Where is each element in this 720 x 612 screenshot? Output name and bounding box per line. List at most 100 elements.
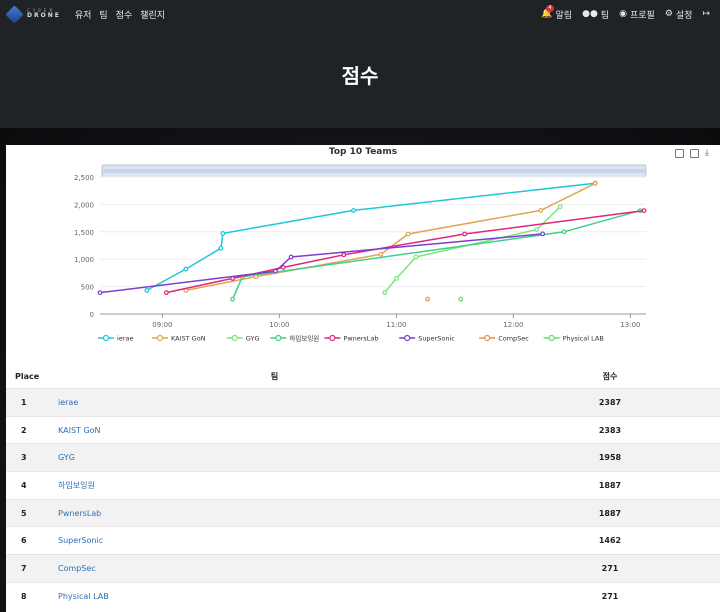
legend-label: Physical LAB	[563, 335, 604, 343]
data-point	[641, 208, 647, 213]
table-row: 7 CompSec 271	[6, 554, 720, 583]
page-header: 점수	[0, 28, 720, 128]
nav-teams[interactable]: 팀	[99, 10, 108, 21]
legend-item: GYG	[226, 335, 260, 343]
team-link[interactable]: KAIST GoN	[58, 425, 101, 435]
nav-profile[interactable]: ◉ 프로필	[619, 8, 655, 21]
x-tick-label: 11:00	[386, 321, 406, 329]
legend-label: CompSec	[498, 335, 529, 343]
legend-item: 하입보잉원	[270, 334, 319, 343]
x-tick-label: 10:00	[269, 321, 289, 329]
legend-swatch-marker	[404, 334, 411, 342]
zoom-reset-icon[interactable]	[690, 149, 699, 158]
x-tick-label: 12:00	[503, 321, 523, 329]
row-score: 1887	[500, 498, 720, 527]
nav-team[interactable]: ●● 팀	[582, 8, 609, 21]
team-link[interactable]: PwnersLab	[58, 508, 102, 518]
series-line	[99, 233, 543, 294]
data-point	[280, 265, 286, 270]
data-point	[394, 275, 399, 281]
table-row: 5 PwnersLab 1887	[6, 498, 720, 527]
legend-item: Physical LAB	[543, 334, 604, 343]
data-point	[288, 254, 294, 260]
series-SuperSonic	[97, 231, 546, 296]
nav-challenges[interactable]: 챌린지	[140, 10, 166, 21]
nav-team-label: 팀	[600, 10, 610, 21]
page-title: 점수	[341, 63, 379, 88]
row-score: 271	[500, 581, 720, 610]
nav-scoreboard[interactable]: 점수	[115, 10, 133, 21]
row-score: 2383	[500, 415, 720, 444]
row-place: 5	[6, 498, 49, 527]
table-row: 2 KAIST GoN 2383	[6, 415, 720, 444]
score-header: 점수	[500, 365, 720, 389]
data-point	[561, 229, 567, 235]
nav-notifications-label: 알림	[555, 10, 573, 21]
legend-swatch-marker	[548, 334, 555, 342]
data-point	[462, 231, 468, 237]
team-link[interactable]: SuperSonic	[58, 536, 104, 546]
data-point	[97, 290, 103, 296]
chart-toolbox: ⤓	[675, 149, 714, 158]
data-point	[557, 204, 563, 210]
nav-settings-label: 설정	[675, 10, 693, 21]
y-tick-label: 2,000	[74, 201, 94, 209]
series-line	[384, 206, 561, 294]
data-zoom-track	[102, 169, 646, 173]
nav-notifications[interactable]: 🔔 4 알림	[541, 4, 573, 21]
logo-line2: DRONE	[27, 12, 61, 19]
y-tick-label: 0	[90, 311, 94, 319]
data-point	[458, 296, 464, 302]
team-link[interactable]: 하입보잉원	[58, 480, 95, 490]
legend-label: KAIST GoN	[171, 335, 206, 343]
data-point	[540, 231, 546, 237]
x-tick-label: 13:00	[620, 321, 640, 329]
logo-icon	[5, 4, 24, 24]
legend-item: PwnersLab	[324, 334, 379, 343]
nav-logout[interactable]: ↦	[702, 9, 710, 19]
data-point	[230, 296, 236, 302]
row-place: 1	[6, 388, 49, 417]
data-point	[425, 296, 431, 302]
data-point	[341, 252, 347, 258]
series-하입보잉원	[230, 208, 643, 302]
nav-settings[interactable]: ⚙ 설정	[665, 8, 693, 21]
score-chart: 0 500 1,000 1,500 2,000 2,500 09:00 10:00 11:00 1…	[74, 164, 647, 343]
series-PwnersLab	[163, 208, 647, 296]
legend-label: ierae	[117, 335, 133, 343]
row-score: 1462	[500, 526, 720, 555]
table-row: 6 SuperSonic 1462	[6, 526, 720, 555]
table-row: 1 ierae 2387	[6, 388, 720, 417]
legend-swatch-marker	[275, 334, 282, 342]
data-point	[413, 254, 419, 260]
legend-swatch-marker	[329, 334, 336, 342]
team-link[interactable]: GYG	[58, 453, 75, 463]
legend-label: SuperSonic	[418, 335, 455, 343]
team-link[interactable]: Physical LAB	[58, 591, 109, 601]
data-point	[351, 208, 356, 213]
row-place: 7	[6, 554, 49, 583]
zoom-icon[interactable]	[675, 149, 684, 158]
site-logo[interactable]: CYBER DRONE	[5, 4, 61, 24]
data-point	[144, 288, 150, 293]
data-point	[273, 268, 278, 274]
legend-swatch-marker	[156, 334, 164, 342]
y-tick-label: 2,500	[74, 174, 94, 182]
download-icon[interactable]: ⤓	[705, 148, 709, 158]
nav-users[interactable]: 유저	[74, 10, 92, 21]
team-link[interactable]: ierae	[58, 397, 79, 407]
row-place: 6	[6, 526, 49, 555]
gears-icon: ⚙	[664, 8, 673, 19]
legend-label: 하입보잉원	[289, 334, 319, 343]
place-header: Place	[6, 365, 49, 389]
top-navbar: CYBER DRONE 유저 팀 점수 챌린지 🔔 4 알림 ●● 팀 ◉ 프로필…	[0, 0, 720, 28]
legend-item: ierae	[98, 335, 133, 343]
data-point	[405, 231, 411, 237]
team-link[interactable]: CompSec	[58, 563, 96, 573]
table-header-row: Place 팀 점수	[6, 365, 720, 389]
data-point	[218, 245, 224, 251]
users-icon: ●●	[582, 8, 598, 19]
row-score: 271	[500, 554, 720, 583]
legend-label: PwnersLab	[343, 335, 378, 343]
data-point	[534, 227, 540, 233]
